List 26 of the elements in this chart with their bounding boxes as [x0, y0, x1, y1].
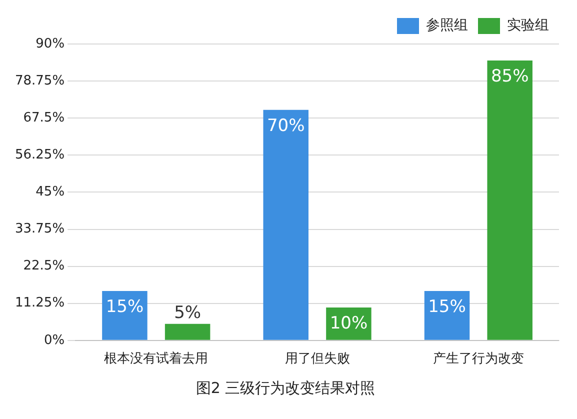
y-tick-label: 67.5% — [23, 110, 65, 126]
bar — [487, 60, 532, 340]
x-tick-label: 根本没有试着去用 — [104, 350, 208, 367]
y-tick-label: 0% — [44, 332, 65, 348]
data-label: 15% — [106, 296, 144, 317]
y-tick-label: 22.5% — [23, 258, 65, 274]
text: 图2 三级行为改变结果对照 — [196, 378, 376, 397]
data-label: 85% — [490, 66, 529, 86]
bar — [424, 291, 470, 340]
y-tick-label: 33.75% — [14, 222, 65, 237]
y-tick-label: 45% — [36, 184, 65, 200]
data-label: 70% — [266, 116, 305, 136]
y-tick-label: 90% — [36, 36, 65, 52]
y-tick-label: 56.25% — [14, 148, 65, 163]
y-tick-label: 11.25% — [14, 296, 65, 311]
x-tick-label: 产生了行为改变 — [432, 352, 524, 367]
data-label: 10% — [330, 313, 368, 334]
legend-label: 实验组 — [507, 18, 549, 34]
bar — [263, 110, 308, 340]
x-tick-label: 用了但失败 — [284, 352, 350, 367]
bar — [102, 291, 148, 340]
data-label: 15% — [428, 296, 466, 317]
legend-label: 参照组 — [426, 18, 468, 34]
y-tick-label: 78.75% — [14, 73, 65, 88]
data-label: 5% — [174, 302, 202, 323]
bar — [164, 324, 210, 340]
